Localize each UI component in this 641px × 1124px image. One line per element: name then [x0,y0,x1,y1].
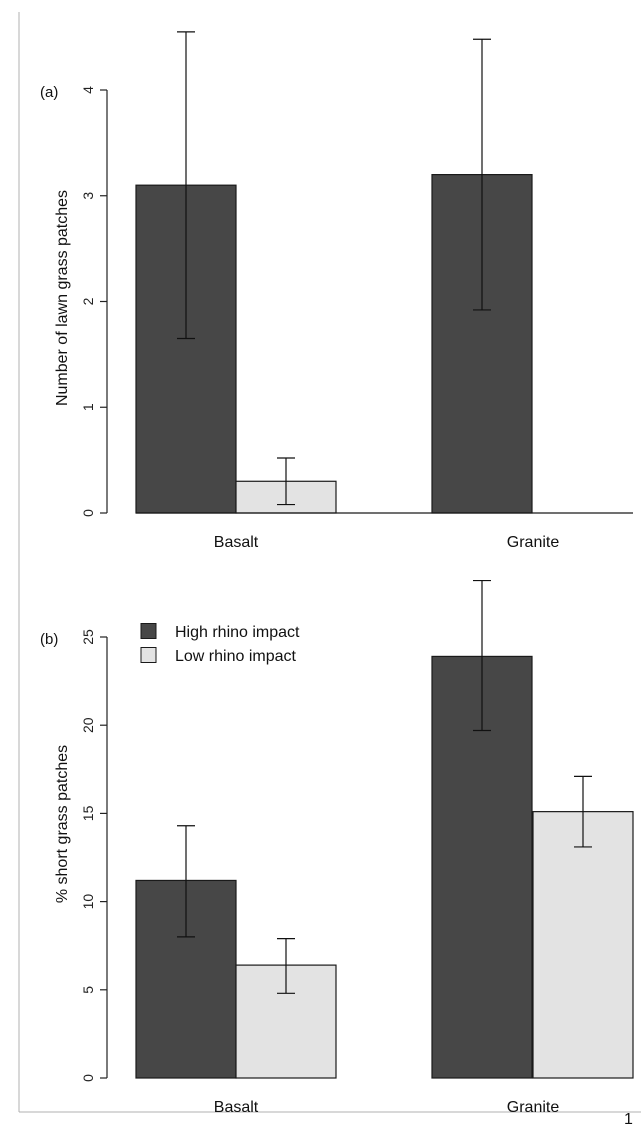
y-axis-title: % short grass patches [54,745,71,903]
panel-a-chart: 0 1 2 3 4 Number of lawn grass patches (a) Basa… [40,31,633,551]
legend-label: High rhino impact [175,624,300,641]
x-category-label: Basalt [214,534,259,551]
x-category-label: Granite [507,1099,560,1116]
y-tick-label: 3 [80,192,96,200]
x-category-label: Granite [507,534,560,551]
y-tick-label: 10 [80,894,96,910]
panel-label: (b) [40,631,58,648]
y-tick-label: 25 [80,629,96,645]
y-tick-label: 1 [80,403,96,411]
y-tick-label: 5 [80,986,96,994]
panel-b-chart: 0 5 10 15 20 25 % short grass patches (b) Basalt… [40,579,634,1116]
bar [532,811,634,1079]
x-category-label: Basalt [214,1099,259,1116]
y-tick-label: 0 [80,1074,96,1082]
legend-swatch [140,623,157,639]
legend-label: Low rhino impact [175,648,297,665]
y-tick-label: 2 [80,297,96,305]
panel-label: (a) [40,84,58,101]
y-tick-label: 15 [80,805,96,821]
y-tick-label: 4 [80,86,96,94]
y-tick-label: 0 [80,509,96,517]
y-axis-title: Number of lawn grass patches [54,190,71,406]
page-number: 1 [624,1111,633,1124]
legend-swatch [140,647,157,663]
y-tick-label: 20 [80,717,96,733]
